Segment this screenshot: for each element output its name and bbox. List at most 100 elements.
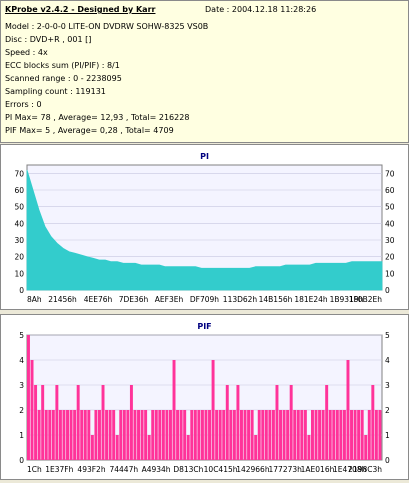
pif-x-tick: 177273h <box>269 465 303 474</box>
pif-bar <box>94 410 98 460</box>
pif-bar <box>193 410 197 460</box>
pif-bar <box>314 410 318 460</box>
pif-bar <box>183 410 187 460</box>
pif-bar <box>30 360 34 460</box>
pif-bar <box>105 410 109 460</box>
pif-bar <box>83 410 87 460</box>
pif-bar <box>129 385 133 460</box>
info-panel: KProbe v2.4.2 - Designed by Karr Date : … <box>0 0 409 143</box>
pif-bar <box>215 410 219 460</box>
pif-bar <box>232 410 236 460</box>
pif-bar <box>318 410 322 460</box>
pi-y-tick-left: 30 <box>14 236 24 245</box>
pif-bar <box>165 410 169 460</box>
pi-x-tick: 113D62h <box>223 295 258 304</box>
pif-bar <box>176 410 180 460</box>
pif-bar <box>300 410 304 460</box>
pif-bar <box>268 410 272 460</box>
pif-bar <box>371 385 375 460</box>
pif-bar <box>289 385 293 460</box>
pi-y-tick-left: 70 <box>14 169 24 178</box>
info-model: Model : 2-0-0-0 LITE-ON DVDRW SOHW-8325 … <box>5 22 209 31</box>
pif-y-tick-right: 4 <box>385 356 390 365</box>
pif-bar <box>335 410 339 460</box>
pif-bar <box>76 385 80 460</box>
pif-bar <box>200 410 204 460</box>
pif-x-tick: 2198C3h <box>348 465 382 474</box>
pif-bar <box>204 410 208 460</box>
pif-bar <box>115 435 119 460</box>
pif-bar <box>321 410 325 460</box>
pif-bar <box>332 410 336 460</box>
pi-y-tick-right: 10 <box>385 269 395 278</box>
pif-bar <box>90 435 94 460</box>
pif-bar <box>154 410 158 460</box>
app-title: KProbe v2.4.2 - Designed by Karr <box>5 5 156 14</box>
pif-bar <box>122 410 126 460</box>
pif-y-tick-right: 1 <box>385 431 390 440</box>
pif-bar <box>151 410 155 460</box>
pif-bar <box>254 435 258 460</box>
pif-chart-panel: PIF 0 0 1 1 2 2 3 3 4 4 5 5 1Ch 1E37Fh 493F2h 74447h A493… <box>0 314 409 480</box>
pi-chart-panel: PI 0 0 10 10 20 20 30 30 40 40 50 50 60 60 70 70 8Ah 21456… <box>0 144 409 310</box>
pif-y-tick-left: 0 <box>19 456 24 465</box>
pif-x-tick: 1E4708h <box>333 465 367 474</box>
pif-bar <box>271 410 275 460</box>
pif-bar <box>357 410 361 460</box>
pi-y-tick-left: 60 <box>14 186 24 195</box>
pif-bar <box>339 410 343 460</box>
pif-bar <box>222 410 226 460</box>
pif-bar <box>190 410 194 460</box>
pif-bar <box>229 410 233 460</box>
pif-x-tick: 10C415h <box>204 465 238 474</box>
pif-bar <box>34 385 38 460</box>
pi-y-tick-left: 0 <box>19 286 24 295</box>
pif-bar <box>325 385 329 460</box>
pif-bar <box>98 410 101 460</box>
pif-bar <box>293 410 297 460</box>
pi-y-tick-right: 0 <box>385 286 390 295</box>
info-disc: Disc : DVD+R , 001 [] <box>5 35 92 44</box>
pif-x-tick: 1AE016h <box>301 465 335 474</box>
pif-bar <box>73 410 77 460</box>
pif-bar <box>147 435 151 460</box>
pif-bar <box>101 385 105 460</box>
pif-bar <box>261 410 265 460</box>
pif-y-tick-left: 2 <box>19 406 24 415</box>
pif-bar <box>353 410 357 460</box>
pif-y-tick-left: 3 <box>19 381 24 390</box>
info-speed: Speed : 4x <box>5 48 48 57</box>
pi-x-tick: DF709h <box>190 295 219 304</box>
pif-bar <box>140 410 144 460</box>
pif-x-tick: 1Ch <box>27 465 42 474</box>
pif-bar <box>328 410 332 460</box>
pif-bar <box>133 410 137 460</box>
pif-bar <box>112 410 116 460</box>
pif-bar <box>282 410 286 460</box>
pif-bar <box>374 410 378 460</box>
pif-bar <box>360 410 364 460</box>
pi-y-tick-right: 30 <box>385 236 395 245</box>
pif-bar <box>58 410 62 460</box>
pif-x-tick: 74447h <box>109 465 138 474</box>
pi-y-tick-right: 60 <box>385 186 395 195</box>
pif-y-tick-left: 4 <box>19 356 24 365</box>
pi-x-tick: 7DE36h <box>119 295 149 304</box>
pif-bar <box>158 410 162 460</box>
pif-bar <box>119 410 123 460</box>
pi-x-tick: 181E24h <box>294 295 328 304</box>
pif-bar <box>69 410 73 460</box>
pi-y-tick-left: 40 <box>14 219 24 228</box>
info-ecc-blocks: ECC blocks sum (PI/PIF) : 8/1 <box>5 61 120 70</box>
pif-bar <box>211 360 215 460</box>
pif-bar <box>275 385 279 460</box>
pif-x-tick: 142966h <box>236 465 270 474</box>
pi-y-tick-left: 20 <box>14 253 24 262</box>
pif-bar <box>80 410 84 460</box>
pif-bar <box>236 385 240 460</box>
pif-bar <box>161 410 165 460</box>
pif-bar <box>37 410 41 460</box>
pif-bar <box>137 410 140 460</box>
pi-x-tick: 1B9319h <box>330 295 364 304</box>
pif-bar <box>279 410 282 460</box>
